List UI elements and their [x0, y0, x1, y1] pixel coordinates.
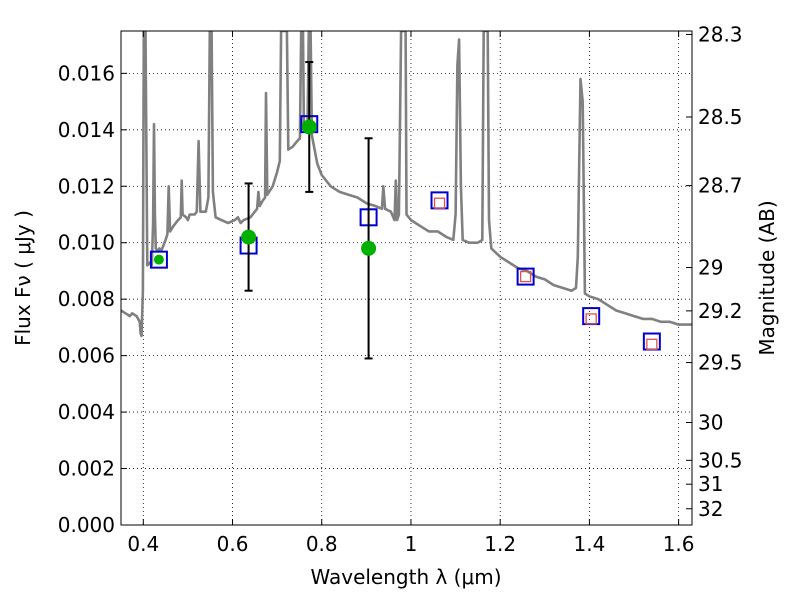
model-square-red	[519, 270, 532, 283]
x-tick-label: 1.6	[663, 532, 695, 556]
mag-tick-label: 31	[698, 472, 723, 496]
mag-tick-label: 29.2	[698, 299, 743, 323]
y-axis-label: Flux Fν ( μJy )	[11, 210, 35, 346]
mag-tick-label: 29	[698, 256, 723, 280]
y-axis-right-label: Magnitude (AB)	[755, 200, 779, 355]
mag-tick-label: 28.7	[698, 174, 743, 198]
mag-tick-label: 30.5	[698, 448, 743, 472]
y-tick-label: 0.008	[58, 287, 115, 311]
mag-tick-label: 29.5	[698, 351, 743, 375]
y-tick-label: 0.012	[58, 174, 115, 198]
model-square-blue	[516, 267, 535, 286]
model-square-red	[433, 197, 446, 209]
y-tick-label: 0.016	[58, 61, 115, 85]
y-tick-label: 0.010	[58, 231, 115, 255]
x-tick-label: 0.4	[127, 532, 159, 556]
mag-tick-label: 28.5	[698, 105, 743, 129]
model-square-blue	[149, 250, 168, 269]
observed-point	[241, 229, 257, 245]
observed-point	[361, 240, 377, 256]
observed-point	[153, 254, 164, 265]
tick-layer: 0.4 0.6 0.8 1 1.2 1.4 1.6 0.000 0.002 0.004 0.006 0…	[58, 22, 743, 556]
y-tick-label: 0.004	[58, 400, 115, 424]
mag-tick-label: 30	[698, 411, 723, 435]
marker-layer	[149, 61, 661, 360]
y-tick-label: 0.002	[58, 457, 115, 481]
y-tick-label: 0.014	[58, 118, 115, 142]
plot-frame	[120, 30, 693, 526]
x-tick-label: 1.4	[573, 532, 605, 556]
observed-point	[301, 119, 317, 135]
model-square-red	[585, 313, 597, 325]
y-tick-label: 0.006	[58, 344, 115, 368]
x-tick-label: 1.2	[484, 532, 516, 556]
mag-tick-label: 32	[698, 497, 723, 521]
x-tick-label: 0.8	[306, 532, 338, 556]
model-square-red	[646, 338, 658, 350]
mag-tick-label: 28.3	[698, 22, 743, 46]
x-tick-label: 0.6	[217, 532, 249, 556]
y-tick-label: 0.000	[58, 513, 115, 537]
x-axis-label: Wavelength λ (μm)	[310, 565, 501, 589]
x-tick-label: 1	[405, 532, 418, 556]
